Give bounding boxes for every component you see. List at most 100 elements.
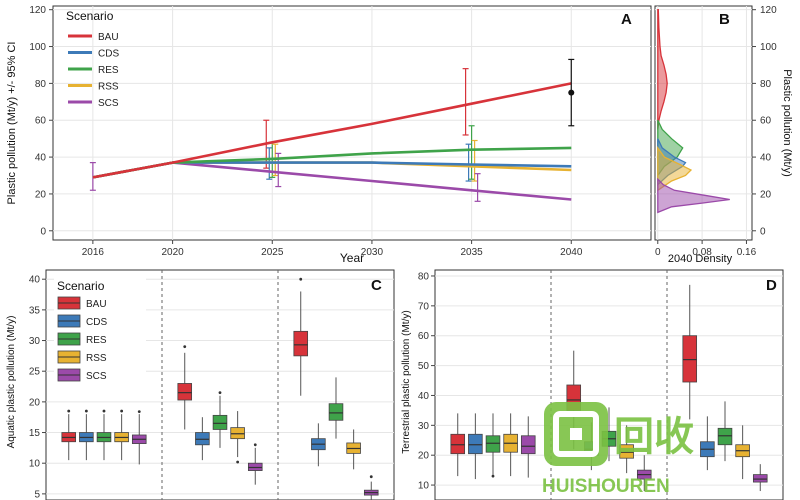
- y-tick-label: 40: [760, 153, 772, 164]
- density-area-scs: [657, 177, 730, 214]
- panel-c: C 5 10 15 20 25 30 35 40 Aquatic plastic pollut…: [6, 269, 395, 500]
- legend-label: RSS: [98, 82, 119, 93]
- panel-b-y-axis-label: Plastic pollution (Mt/y): [781, 69, 793, 177]
- panel-a-legend: Scenario BAU CDS RES RSS SCS: [66, 9, 119, 109]
- y-tick-label: 60: [35, 116, 47, 127]
- y-tick-label: 10: [418, 481, 430, 492]
- x-tick-label: 2040: [560, 247, 583, 258]
- y-tick-label: 15: [29, 428, 41, 439]
- x-tick-label: 2035: [460, 247, 483, 258]
- panel-b-x-axis-label: 2040 Density: [668, 253, 733, 265]
- box-outlier: [236, 460, 240, 464]
- y-tick-label: 30: [29, 336, 41, 347]
- box-outlier: [218, 391, 222, 395]
- x-tick-label: 2030: [361, 247, 384, 258]
- series-line-bau: [92, 82, 572, 179]
- box-outlier: [137, 410, 141, 414]
- panel-d-y-axis-label: Terrestrial plastic pollution (Mt/y): [401, 310, 412, 453]
- x-tick-label: 0: [655, 247, 661, 258]
- box-cds: [195, 432, 210, 446]
- watermark-glyph: 回收: [614, 415, 694, 459]
- legend-title: Scenario: [57, 279, 105, 293]
- legend-label: BAU: [86, 299, 107, 310]
- box-cds: [468, 433, 483, 455]
- watermark-square-icon: [553, 411, 599, 457]
- box-outlier: [84, 409, 88, 413]
- panel-a-frame: [52, 5, 652, 241]
- box-outlier: [491, 474, 495, 478]
- watermark-text: HUISHOUREN: [542, 476, 670, 497]
- y-tick-label: 120: [760, 5, 777, 16]
- y-tick-label: 100: [29, 42, 46, 53]
- y-tick-label: 40: [29, 275, 41, 286]
- panel-b-letter: B: [719, 11, 730, 28]
- legend-label: SCS: [86, 371, 107, 382]
- x-tick-label: 0.08: [692, 247, 712, 258]
- y-tick-label: 0: [760, 226, 766, 237]
- y-tick-label: 20: [29, 397, 41, 408]
- y-tick-label: 20: [418, 451, 430, 462]
- box-bau: [177, 383, 193, 401]
- watermark-logo: 回收 HUISHOUREN: [542, 402, 694, 497]
- box-outlier: [67, 409, 71, 413]
- y-tick-label: 30: [418, 421, 430, 432]
- y-tick-label: 80: [418, 271, 430, 282]
- box-outlier: [369, 475, 373, 479]
- box-outlier: [183, 345, 187, 349]
- y-tick-label: 50: [418, 361, 430, 372]
- box-scs: [752, 474, 768, 483]
- y-tick-label: 35: [29, 305, 41, 316]
- y-tick-label: 60: [760, 116, 772, 127]
- legend-label: SCS: [98, 98, 119, 109]
- legend-title: Scenario: [66, 9, 114, 23]
- y-tick-label: 120: [29, 5, 46, 16]
- panel-a-letter: A: [621, 11, 632, 28]
- y-tick-label: 10: [29, 459, 41, 470]
- watermark-square-inner: [570, 428, 582, 440]
- box-scs: [247, 462, 263, 471]
- x-tick-label: 2020: [161, 247, 184, 258]
- box-res: [485, 435, 501, 453]
- y-tick-label: 70: [418, 301, 430, 312]
- y-tick-label: 80: [760, 79, 772, 90]
- panel-d-letter: D: [766, 277, 777, 294]
- panel-c-letter: C: [371, 277, 382, 294]
- y-tick-label: 5: [34, 489, 40, 500]
- y-tick-label: 40: [418, 391, 430, 402]
- legend-label: RSS: [86, 353, 107, 364]
- density-area-rss: [657, 145, 693, 192]
- box-outlier: [120, 409, 124, 413]
- legend-label: BAU: [98, 32, 119, 43]
- panel-c-y-axis-label: Aquatic plastic pollution (Mt/y): [6, 316, 17, 449]
- panel-c-legend: Scenario BAU CDS RES RSS SCS: [54, 276, 146, 382]
- x-tick-label: 2016: [82, 247, 105, 258]
- legend-label: CDS: [98, 49, 119, 60]
- panel-d: D 10 20 30 40 50 60 70 80 Terrestrial plastic p…: [401, 269, 784, 500]
- y-tick-label: 80: [35, 79, 47, 90]
- panel-a: A 2016 2020 2025 2030 2035 204002040608010012…: [6, 5, 652, 265]
- legend-background: [54, 276, 146, 382]
- y-tick-label: 20: [760, 189, 772, 200]
- y-tick-label: 40: [35, 153, 47, 164]
- box-rss: [230, 427, 245, 440]
- box-res: [212, 414, 228, 430]
- y-tick-label: 0: [40, 226, 46, 237]
- box-bau: [682, 335, 698, 383]
- box-outlier: [253, 443, 257, 447]
- box-scs: [520, 435, 536, 455]
- legend-label: RES: [86, 335, 107, 346]
- box-res: [717, 427, 733, 446]
- legend-label: CDS: [86, 317, 107, 328]
- y-tick-label: 100: [760, 42, 777, 53]
- panel-a-x-axis-label: Year: [340, 251, 364, 265]
- box-outlier: [102, 409, 106, 413]
- box-bau: [293, 330, 309, 357]
- y-tick-label: 20: [35, 189, 47, 200]
- density-area-bau: [657, 9, 668, 130]
- x-tick-label: 2025: [261, 247, 284, 258]
- box-bau: [450, 433, 466, 455]
- y-tick-label: 60: [418, 331, 430, 342]
- box-res: [328, 403, 344, 421]
- box-rss: [619, 444, 634, 459]
- y-tick-label: 25: [29, 367, 41, 378]
